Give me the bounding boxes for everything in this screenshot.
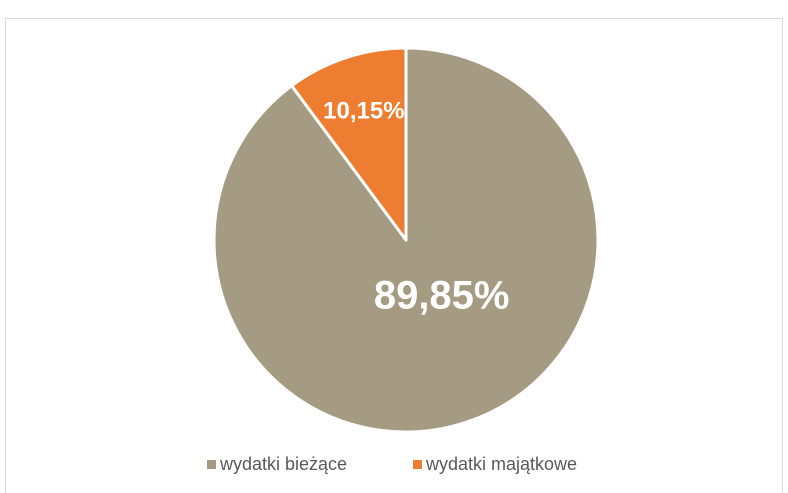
legend-label: wydatki bieżące	[219, 454, 347, 474]
legend-swatch	[207, 460, 216, 469]
legend-label: wydatki majątkowe	[425, 454, 577, 474]
data-label: 89,85%	[374, 274, 510, 318]
data-label: 10,15%	[323, 98, 404, 125]
pie-slice	[290, 46, 408, 242]
legend-swatch	[413, 460, 422, 469]
